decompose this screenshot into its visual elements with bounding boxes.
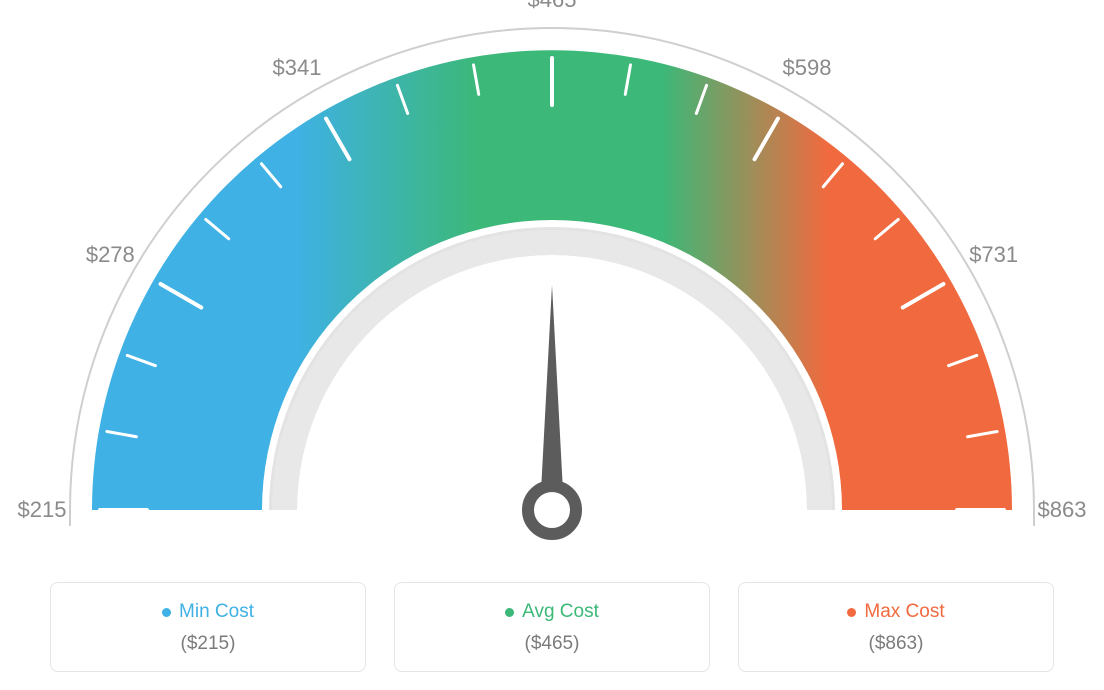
gauge-tick-label: $465 — [528, 0, 577, 13]
legend-value: ($215) — [61, 633, 355, 655]
gauge-svg — [0, 0, 1104, 580]
legend-title-avg: Avg Cost — [505, 601, 599, 623]
gauge-tick-label: $598 — [783, 55, 832, 81]
legend-value: ($465) — [405, 633, 699, 655]
legend-title-min: Min Cost — [162, 601, 254, 623]
legend-card-min: Min Cost ($215) — [50, 582, 366, 672]
legend-label: Avg Cost — [522, 601, 599, 623]
dot-icon — [162, 608, 171, 617]
legend-label: Max Cost — [864, 601, 944, 623]
gauge-tick-label: $863 — [1038, 497, 1087, 523]
gauge-tick-label: $341 — [273, 55, 322, 81]
gauge-chart: $215 $278 $341 $465 $598 $731 $863 — [0, 0, 1104, 580]
dot-icon — [847, 608, 856, 617]
gauge-tick-label: $215 — [18, 497, 67, 523]
legend-value: ($863) — [749, 633, 1043, 655]
legend-label: Min Cost — [179, 601, 254, 623]
legend-row: Min Cost ($215) Avg Cost ($465) Max Cost… — [50, 582, 1054, 672]
legend-card-max: Max Cost ($863) — [738, 582, 1054, 672]
legend-card-avg: Avg Cost ($465) — [394, 582, 710, 672]
legend-title-max: Max Cost — [847, 601, 944, 623]
gauge-tick-label: $731 — [969, 242, 1018, 268]
dot-icon — [505, 608, 514, 617]
gauge-tick-label: $278 — [86, 242, 135, 268]
